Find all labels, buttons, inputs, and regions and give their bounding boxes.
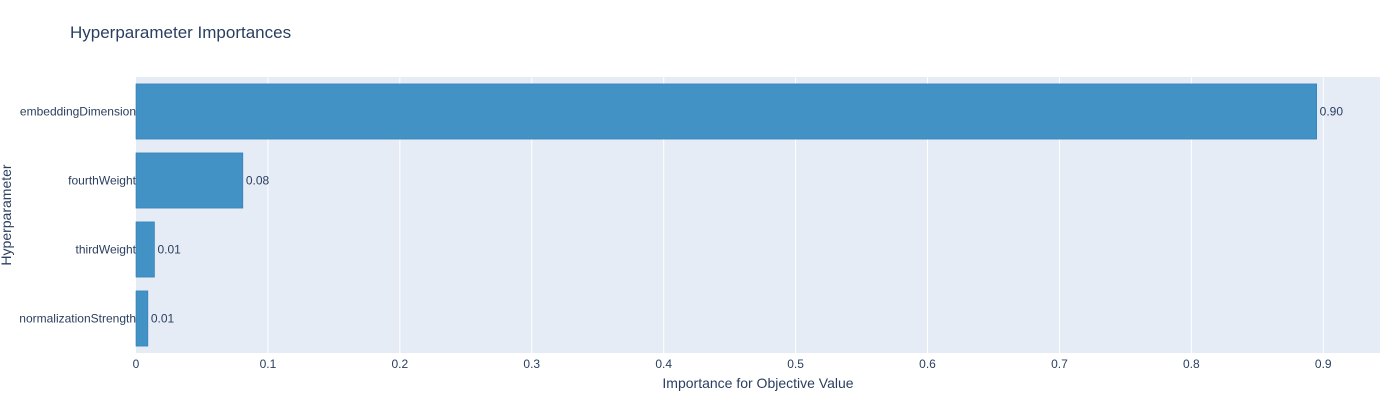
x-tick-label: 0	[133, 357, 140, 371]
y-axis-title: Hyperparameter	[0, 164, 14, 265]
x-axis-title: Importance for Objective Value	[662, 375, 853, 391]
bars	[135, 83, 1317, 347]
y-tick-label: fourthWeight	[68, 174, 136, 188]
bar-value-label: 0.90	[1320, 105, 1344, 119]
bar-embeddingDimension	[135, 83, 1317, 140]
x-tick-label: 0.2	[391, 357, 408, 371]
x-tick-label: 0.8	[1183, 357, 1200, 371]
x-tick-label: 0.1	[260, 357, 277, 371]
x-tick-label: 0.6	[919, 357, 936, 371]
x-tick-labels: 0 0.1 0.2 0.3 0.4 0.5 0.6 0.7 0.8 0.9	[133, 357, 1332, 371]
y-tick-label: thirdWeight	[76, 243, 137, 257]
x-tick-label: 0.3	[523, 357, 540, 371]
bar-thirdWeight	[135, 221, 155, 278]
bar-value-label: 0.08	[246, 174, 270, 188]
bar-value-label: 0.01	[151, 312, 175, 326]
bar-fourthWeight	[135, 152, 244, 209]
bar-value-labels: 0.90 0.08 0.01 0.01	[151, 105, 1343, 326]
y-tick-labels: embeddingDimension fourthWeight thirdWeigh…	[19, 105, 136, 326]
x-tick-label: 0.5	[787, 357, 804, 371]
x-tick-label: 0.4	[655, 357, 672, 371]
x-tick-label: 0.9	[1315, 357, 1332, 371]
bar-value-label: 0.01	[157, 243, 181, 257]
y-tick-label: embeddingDimension	[20, 105, 136, 119]
y-tick-label: normalizationStrength	[19, 312, 136, 326]
chart-title: Hyperparameter Importances	[70, 23, 291, 42]
bar-normalizationStrength	[135, 290, 149, 347]
x-tick-label: 0.7	[1051, 357, 1068, 371]
